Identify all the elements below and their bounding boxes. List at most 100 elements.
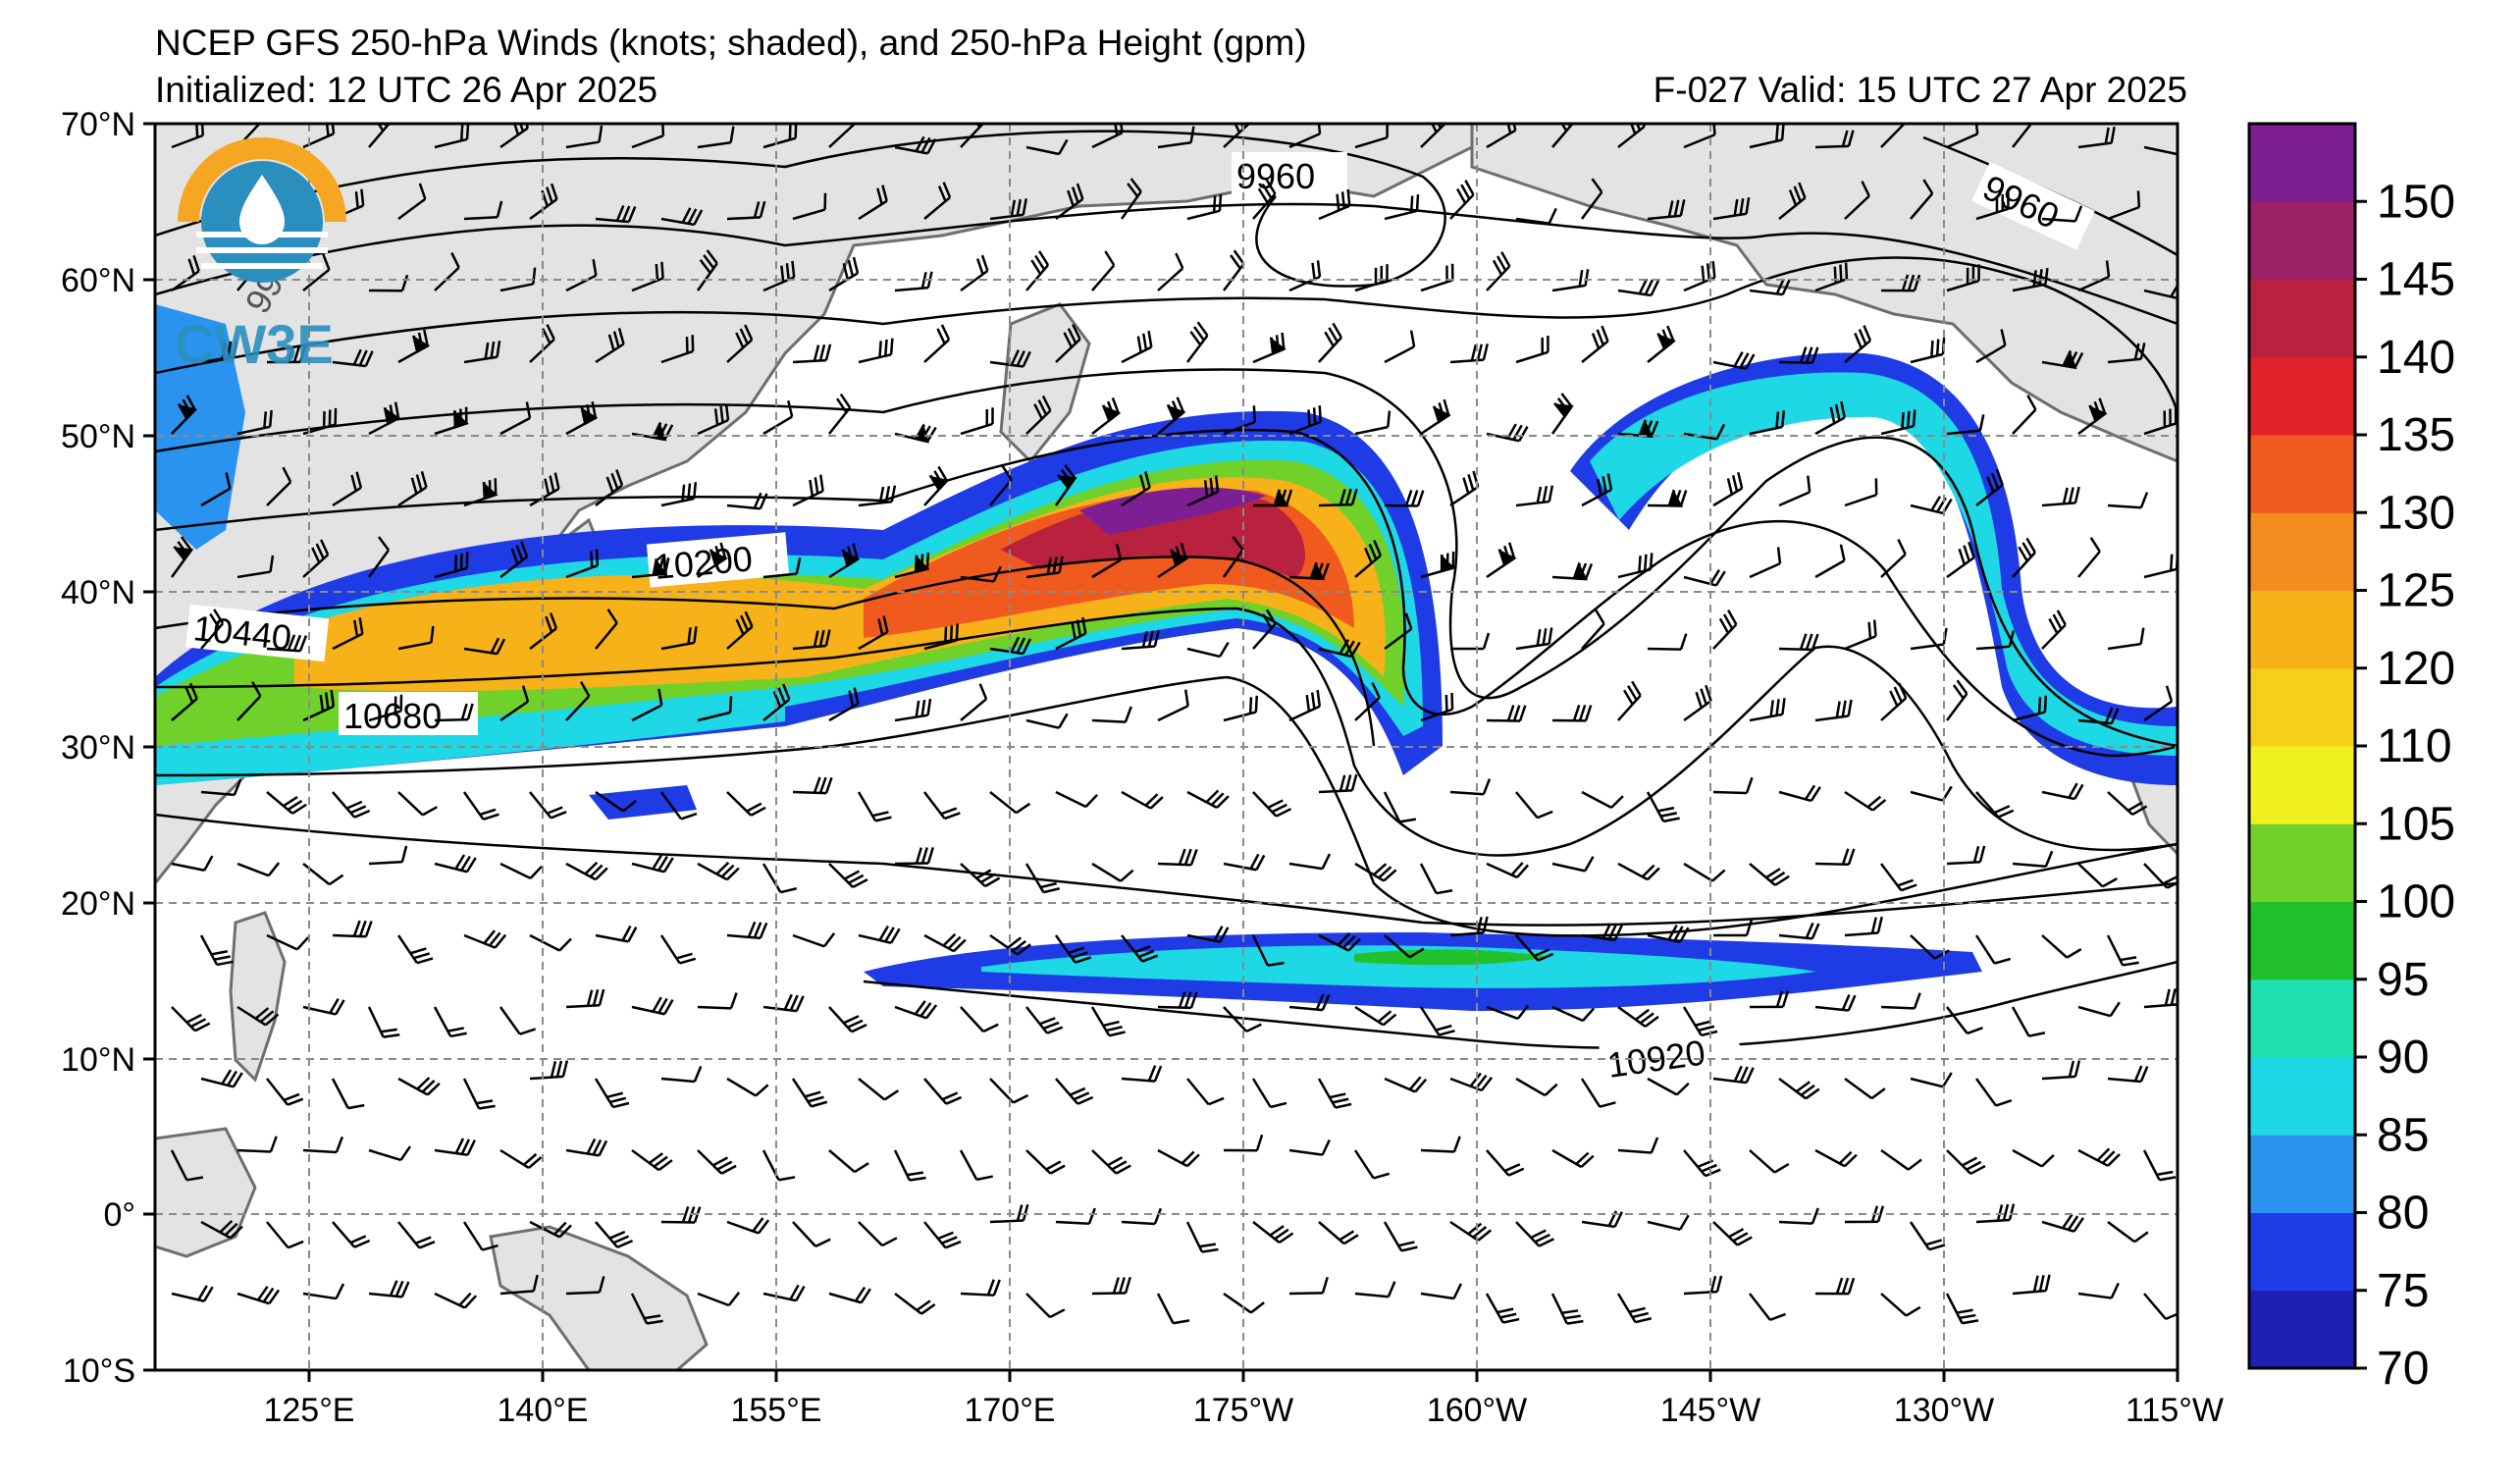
wind-barb: [1121, 330, 1153, 364]
wind-barb: [828, 1149, 869, 1174]
colorbar-tick-label: 85: [2377, 1109, 2429, 1161]
colorbar-segment: [2249, 667, 2355, 747]
contour-label-9960-a: 9960: [1236, 156, 1315, 196]
wind-barb: [595, 609, 618, 650]
wind-barb: [565, 549, 600, 579]
colorbar-tick-label: 80: [2377, 1188, 2429, 1240]
wind-barb: [368, 694, 403, 722]
jet-band-150: [1079, 487, 1266, 535]
wind-barb: [1252, 609, 1277, 650]
wind-barb: [792, 344, 832, 364]
wind-barb: [2012, 537, 2036, 578]
wind-barb: [2011, 1006, 2046, 1037]
jet-south-patch: [589, 785, 697, 820]
wind-barb: [1025, 1006, 1064, 1034]
wind-barb: [1778, 633, 1819, 652]
lon-label-125e: 125°E: [263, 1392, 354, 1429]
wind-barb: [762, 1284, 806, 1302]
wind-barb: [989, 198, 1027, 221]
wind-barb: [2077, 537, 2101, 578]
wind-barb: [529, 472, 560, 507]
wind-barb: [960, 1279, 1001, 1297]
wind-barb: [1975, 1203, 2016, 1224]
wind-barb: [1778, 182, 1807, 220]
wind-barb: [726, 1217, 770, 1235]
wind-barb: [499, 685, 530, 722]
wind-barb: [1844, 325, 1872, 363]
colorbar-segment: [2249, 512, 2355, 591]
wind-barb: [1486, 124, 1517, 149]
wind-barb: [989, 465, 1013, 506]
wind-barb: [1946, 845, 1986, 866]
wind-barb: [1121, 934, 1159, 963]
lon-labels: 125°E 140°E 155°E 170°E 175°W 160°W 145°…: [263, 1392, 2223, 1429]
wind-barb: [1814, 848, 1856, 867]
wind-barb: [894, 847, 934, 866]
wind-barb: [2077, 126, 2116, 149]
wind-barb: [1186, 926, 1230, 943]
wind-barb: [332, 791, 371, 819]
wind-barb: [302, 1136, 344, 1154]
wind-barb: [1683, 1275, 1723, 1296]
colorbar-segment: [2249, 1212, 2355, 1292]
wind-barb: [1515, 791, 1553, 820]
logo-text: CW3E: [175, 313, 334, 375]
wind-barb: [171, 395, 198, 435]
wind-barb: [2077, 1282, 2120, 1299]
wind-barb: [858, 338, 894, 364]
wind-barb: [1814, 699, 1853, 722]
lat-label-60n: 60°N: [61, 262, 135, 299]
wind-barb: [792, 932, 836, 948]
wind-barb: [171, 254, 200, 292]
wind-barb: [697, 696, 733, 722]
wind-barb: [1223, 1292, 1265, 1314]
wind-barb: [1486, 251, 1511, 291]
wind-barb: [463, 637, 506, 656]
wind-barb: [726, 921, 768, 940]
wind-barb: [1647, 633, 1688, 651]
wind-barb: [1844, 916, 1883, 937]
wind-barb: [1844, 478, 1878, 507]
wind-barb: [2143, 406, 2178, 436]
wind-barb: [2143, 1293, 2178, 1321]
wind-barb: [660, 335, 695, 364]
wind-barb: [1420, 692, 1454, 722]
wind-barb: [1683, 684, 1712, 722]
wind-barb: [660, 482, 698, 507]
lon-label-130w: 130°W: [1894, 1392, 1994, 1429]
wind-barb: [1383, 791, 1417, 823]
colorbar-segment: [2249, 356, 2355, 436]
wind-barb: [2077, 1001, 2121, 1018]
wind-barb: [1252, 488, 1293, 507]
wind-barb: [660, 626, 698, 651]
lat-label-10n: 10°N: [61, 1041, 135, 1079]
wind-barb: [1749, 124, 1785, 149]
wind-barb: [2041, 1060, 2081, 1081]
wind-barb: [1646, 791, 1680, 823]
wind-barb: [726, 610, 754, 650]
wind-barb: [1252, 179, 1277, 220]
wind-barb: [1551, 704, 1593, 722]
wind-barb: [697, 1292, 741, 1307]
wind-barb: [1778, 922, 1820, 940]
colorbar-segment: [2249, 201, 2355, 280]
wind-barb: [2012, 267, 2049, 292]
wind-barb: [1157, 397, 1186, 435]
colorbar-segment: [2249, 1135, 2355, 1213]
wind-barb: [434, 854, 477, 874]
colorbar-segment: [2249, 435, 2355, 513]
wind-barb: [762, 399, 794, 436]
wind-barb: [2107, 492, 2149, 509]
wind-barb: [1712, 919, 1754, 937]
wind-barb: [1449, 1220, 1493, 1242]
wind-barb: [1354, 540, 1383, 578]
colorbar-tick-label: 150: [2377, 176, 2455, 228]
wind-barb: [1844, 790, 1887, 812]
wind-barb: [989, 349, 1031, 368]
wind-barb: [631, 996, 674, 1016]
wind-barb: [726, 200, 766, 221]
wind-barb: [697, 403, 730, 436]
wind-barb: [2077, 863, 2118, 888]
wind-barb: [1712, 776, 1754, 795]
contour-10440: [155, 556, 1376, 747]
